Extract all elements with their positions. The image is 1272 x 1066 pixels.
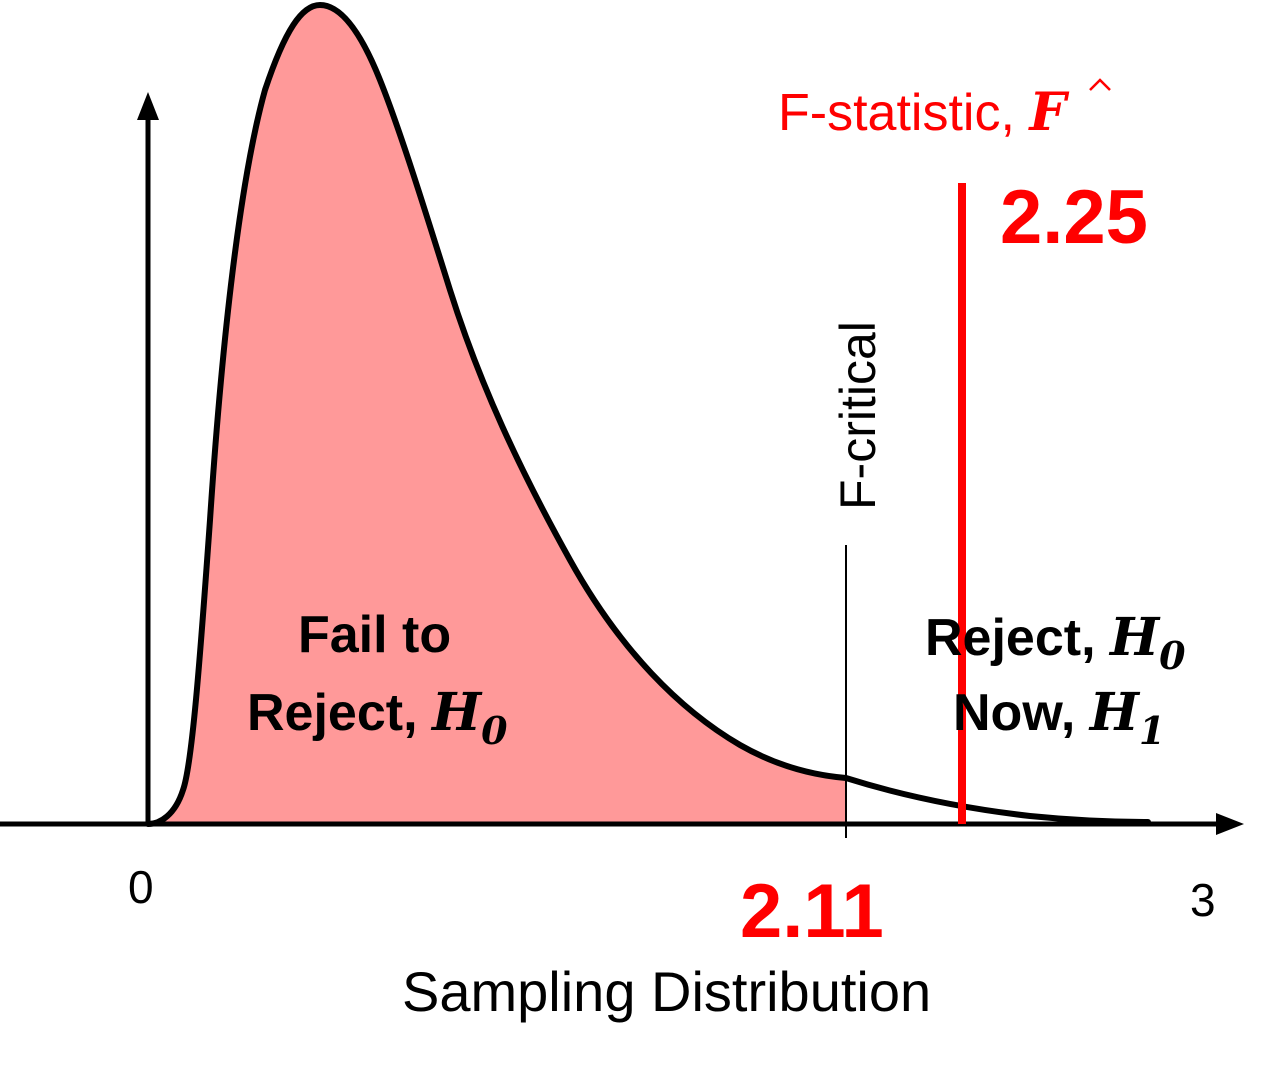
reject-region-line1: Reject, H0 [925,607,1186,678]
f-statistic-symbol: F [1027,82,1069,143]
fail-region-reject-text: Reject, [247,684,432,742]
x-axis-origin-label: 0 [128,861,154,913]
reject-region-now-text: Now, [953,684,1090,742]
reject-region-hypothesis-0-sub: 0 [1159,633,1186,678]
f-statistic-value: 2.25 [1000,175,1148,260]
reject-region-reject-text: Reject, [925,609,1110,667]
fail-region-line2: Reject, H0 [247,682,508,753]
f-statistic-label-text: F-statistic, [778,84,1029,142]
reject-region-hypothesis-1-sub: 1 [1139,708,1165,753]
x-axis-title: Sampling Distribution [402,960,931,1023]
fail-region-line1: Fail to [298,606,451,664]
fail-region-hypothesis-sub: 0 [481,708,508,753]
f-statistic-label: F-statistic, F [778,82,1069,143]
density-curve [145,2,1151,827]
f-critical-value: 2.11 [740,869,884,954]
reject-region-line2: Now, H1 [953,682,1165,753]
reject-region-hypothesis-0: H [1108,607,1161,668]
x-axis-arrowhead [1216,813,1244,835]
fail-to-reject-region [148,5,846,824]
x-axis-max-label: 3 [1190,874,1216,926]
fail-region-hypothesis: H [430,682,483,743]
f-critical-label: F-critical [830,321,886,510]
reject-region-hypothesis-1: H [1088,682,1141,743]
y-axis-arrowhead [137,92,159,120]
hat-icon [1089,78,1111,91]
